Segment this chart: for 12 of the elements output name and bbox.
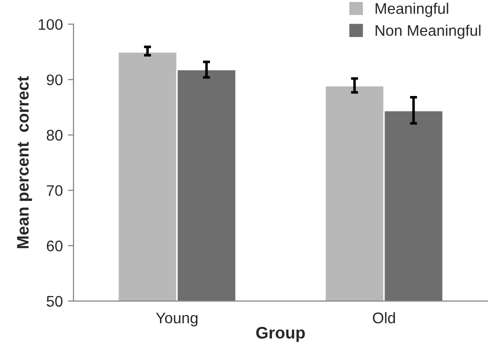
y-tick-label: 80 bbox=[46, 130, 62, 141]
y-tick-label: 70 bbox=[46, 185, 62, 196]
legend-label: Non Meaningful bbox=[376, 24, 480, 39]
y-tick-label: 100 bbox=[38, 19, 62, 30]
y-axis-title: Mean percent correct bbox=[17, 76, 32, 248]
x-tick-label: Young bbox=[156, 312, 198, 326]
x-axis-title: Group bbox=[256, 326, 305, 342]
legend-label: Meaningful bbox=[376, 2, 448, 17]
y-tick-label: 90 bbox=[46, 74, 62, 86]
y-tick-label: 50 bbox=[46, 296, 62, 307]
x-tick-label: Old bbox=[372, 312, 395, 324]
y-tick-label: 60 bbox=[46, 240, 62, 252]
